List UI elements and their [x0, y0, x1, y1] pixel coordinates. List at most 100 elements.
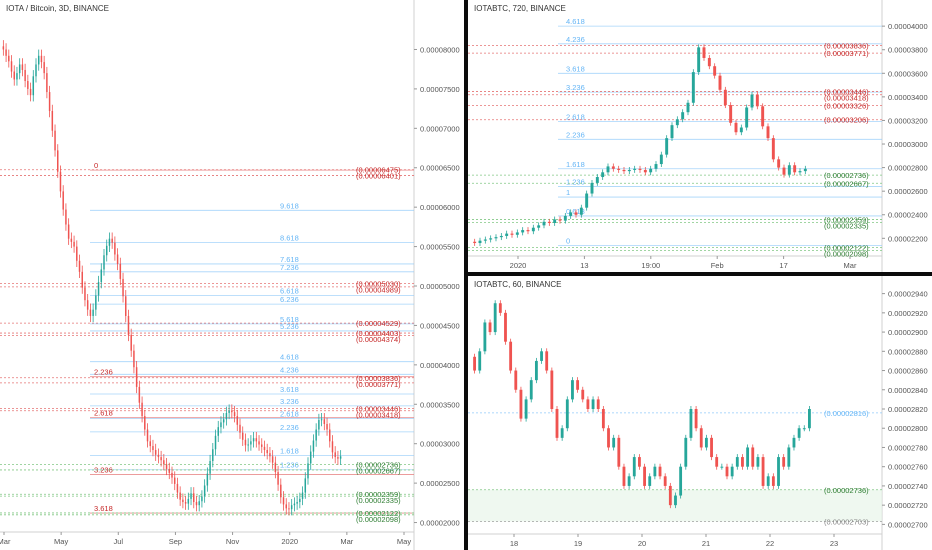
fib-label: 2.236 — [566, 130, 585, 139]
horizontal-divider[interactable] — [468, 272, 932, 276]
candle-body — [534, 360, 538, 381]
level-label: (0.00002098) — [824, 250, 869, 259]
candle-body — [334, 452, 336, 458]
vertical-divider[interactable] — [464, 0, 468, 550]
candle-body — [258, 441, 260, 445]
candle-body — [659, 154, 663, 165]
candle-body — [493, 303, 497, 333]
candle-body — [266, 450, 268, 454]
candle-body — [569, 212, 573, 216]
y-tick-label: 0.00002800 — [888, 424, 928, 433]
candle-body — [173, 477, 176, 484]
candle-body — [766, 126, 770, 139]
candle-body — [483, 322, 487, 352]
y-tick-label: 0.00005500 — [420, 243, 460, 252]
candle-body — [741, 457, 744, 467]
candle-body — [8, 55, 10, 62]
candle-body — [111, 238, 113, 243]
fib-label: 0 — [566, 236, 570, 245]
candle-body — [499, 235, 503, 238]
candle-body — [263, 446, 266, 451]
y-tick-label: 0.00004000 — [420, 361, 460, 370]
fib-label: 0.618 — [566, 207, 585, 216]
candle-body — [761, 457, 765, 486]
fib-label: 3.236 — [94, 465, 113, 474]
candle-body — [665, 138, 669, 155]
x-tick-label: Nov — [226, 537, 240, 546]
candle-body — [627, 169, 631, 172]
candle-body — [261, 444, 263, 447]
candle-body — [643, 169, 647, 173]
candle-body — [793, 165, 797, 173]
candle-body — [704, 437, 708, 448]
level-label: (0.00004403) — [356, 329, 401, 338]
chart-svg-720[interactable]: 0.00004000 0.00003800 0.00003600 0.00003400… — [468, 0, 932, 272]
x-tick-label: Mar — [844, 261, 857, 270]
candle-body — [521, 230, 525, 233]
y-tick-label: 0.00002860 — [888, 367, 928, 376]
candle-body — [761, 106, 765, 127]
chart-panel-3d[interactable]: IOTA / Bitcoin, 3D, BINANCE 0.00008000 0.… — [0, 0, 464, 550]
level-label: (0.00003836) — [356, 374, 401, 383]
candle-body — [21, 64, 24, 70]
candle-body — [315, 429, 317, 441]
chart-title: IOTA / Bitcoin, 3D, BINANCE — [6, 4, 109, 13]
candle-body — [478, 351, 482, 371]
x-tick-label: 19:00 — [641, 261, 660, 270]
candle-body — [184, 502, 187, 504]
fib-label: 3.618 — [280, 385, 299, 394]
level-label: (0.00006401) — [356, 172, 401, 181]
candle-body — [675, 119, 679, 126]
chart-svg-3d[interactable]: 0.00008000 0.00007500 0.00007000 0.00006500… — [0, 0, 464, 550]
candle-body — [35, 64, 37, 77]
candle-body — [715, 457, 719, 467]
candle-body — [808, 409, 811, 429]
level-label: (0.00003206) — [824, 116, 869, 125]
chart-panel-60[interactable]: IOTABTC, 60, BINANCE 0.00002940 0.0000292… — [468, 276, 932, 550]
level-label: (0.00002667) — [356, 467, 401, 476]
fib-label: 5.236 — [280, 322, 299, 331]
chart-svg-60[interactable]: 0.00002940 0.00002920 0.00002900 0.00002880… — [468, 276, 932, 550]
candle-body — [537, 225, 541, 228]
candle-body — [225, 412, 228, 420]
x-tick-label: 20 — [638, 539, 646, 548]
candle-body — [633, 168, 637, 170]
candle-body — [560, 428, 564, 438]
candle-body — [601, 409, 605, 429]
level-label: (0.00003836) — [824, 41, 869, 50]
candle-body — [198, 501, 200, 506]
candle-body — [285, 504, 287, 509]
fib-label: 1.236 — [280, 461, 299, 470]
candle-body — [312, 440, 315, 452]
candle-body — [585, 193, 589, 208]
candle-body — [653, 466, 657, 477]
candle-body — [766, 476, 770, 486]
candle-body — [78, 260, 81, 272]
candle-body — [681, 112, 685, 120]
candle-body — [122, 278, 124, 297]
shaded-zone — [468, 489, 882, 522]
x-tick-label: Mar — [340, 537, 353, 546]
candle-body — [627, 476, 631, 486]
candle-body — [606, 166, 610, 173]
candle-body — [504, 312, 507, 342]
y-tick-label: 0.00007500 — [420, 85, 460, 94]
candle-body — [40, 55, 43, 63]
candle-body — [138, 386, 141, 403]
candle-body — [489, 238, 493, 240]
fib-label: 2.618 — [280, 409, 299, 418]
y-tick-label: 0.00003400 — [888, 93, 928, 102]
level-label: (0.00002667) — [824, 179, 869, 188]
candle-body — [547, 221, 551, 223]
fib-label: 1.618 — [566, 160, 585, 169]
chart-panel-720[interactable]: IOTABTC, 720, BINANCE 0.00004000 0.000038… — [468, 0, 932, 272]
fib-label: 3.236 — [566, 83, 585, 92]
candle-body — [187, 498, 190, 504]
candle-body — [735, 457, 739, 467]
candle-body — [141, 402, 143, 417]
candle-body — [5, 49, 7, 56]
candle-body — [301, 492, 304, 499]
x-tick-label: 22 — [766, 539, 774, 548]
candle-body — [686, 102, 690, 113]
x-tick-label: 13 — [580, 261, 588, 270]
